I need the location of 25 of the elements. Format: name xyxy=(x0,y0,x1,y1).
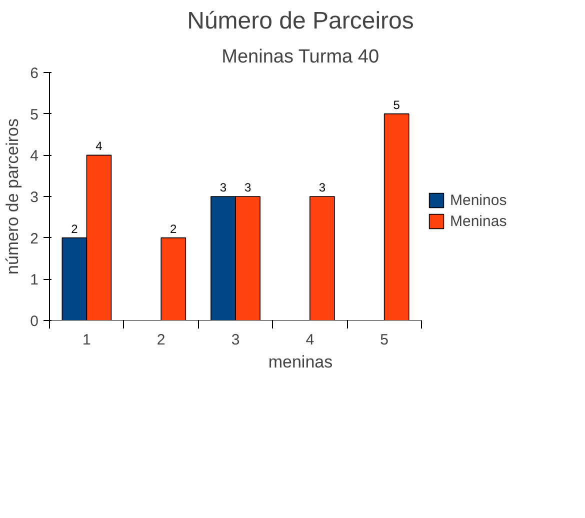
legend-label: Meninas xyxy=(450,212,507,230)
data-label: 3 xyxy=(318,180,326,195)
data-label: 2 xyxy=(71,222,78,236)
x-tick-label: 5 xyxy=(380,332,388,348)
y-tick-label: 2 xyxy=(30,230,38,248)
data-label: 3 xyxy=(220,180,227,195)
data-label: 4 xyxy=(96,139,103,154)
x-tick-label: 1 xyxy=(82,332,91,348)
x-axis-title: meninas xyxy=(268,352,333,372)
x-tick-label: 2 xyxy=(156,332,166,348)
data-label: 2 xyxy=(170,222,178,236)
legend-label: Meninos xyxy=(450,192,507,208)
chart-subtitle: Meninas Turma 40 xyxy=(222,46,380,68)
y-tick-label: 4 xyxy=(30,148,38,165)
data-label: 5 xyxy=(393,98,400,112)
y-tick-label: 6 xyxy=(30,65,38,82)
x-tick-label: 3 xyxy=(231,332,240,348)
chart-title: Número de Parceiros xyxy=(187,8,414,34)
y-tick-label: 1 xyxy=(30,272,38,289)
y-tick-label: 3 xyxy=(30,189,38,206)
y-tick-label: 5 xyxy=(30,106,38,124)
data-label: 3 xyxy=(244,180,252,195)
y-axis-title: número de parceiros xyxy=(3,118,22,274)
x-tick-label: 4 xyxy=(306,332,314,348)
y-tick-label: 0 xyxy=(30,313,38,330)
